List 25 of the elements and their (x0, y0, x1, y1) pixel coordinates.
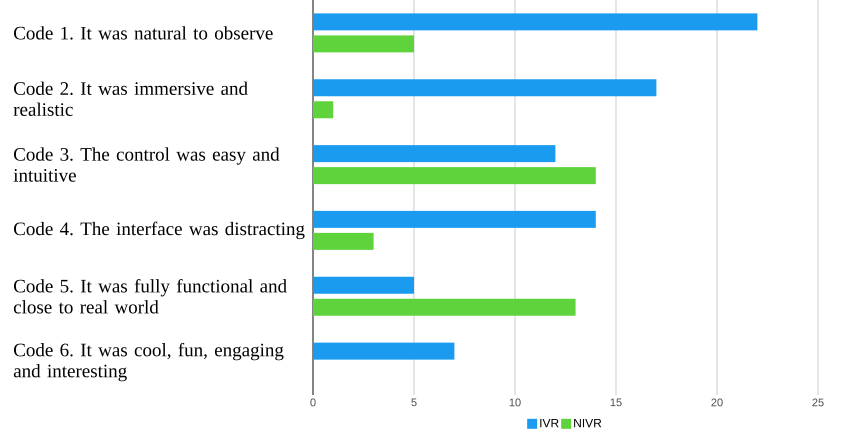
bar (313, 79, 656, 96)
y-tick-label: Code 3. The control was easy and intuitive (14, 147, 280, 182)
x-tick-label: 15 (610, 398, 622, 406)
legend-label: NIVR (574, 418, 602, 428)
y-tick-label: Code 2. It was immersive and realistic (14, 82, 248, 116)
y-tick-label: Code 1. It was natural to observe (14, 26, 273, 40)
bar (313, 145, 556, 162)
bar (313, 13, 758, 30)
x-tick-label: 25 (812, 398, 824, 406)
bar (313, 276, 414, 294)
bar (313, 210, 596, 228)
x-tick-label: 0 (310, 398, 316, 406)
x-tick-label: 5 (411, 398, 417, 406)
bar (313, 35, 414, 52)
bar (313, 167, 596, 184)
y-tick-label: Code 4. The interface was distracting (14, 222, 305, 240)
x-tick-label: 10 (510, 398, 521, 406)
x-tick-label: 20 (711, 398, 723, 406)
bar (313, 101, 334, 118)
bar (313, 298, 576, 316)
y-tick-label: Code 5. It was fully functional and close to real world (14, 278, 287, 314)
y-tick-label: Code 6. It was cool, fun, engaging and interesting (14, 342, 284, 382)
bar (313, 232, 374, 250)
legend-label: IVR (540, 418, 559, 428)
bar (313, 342, 454, 360)
